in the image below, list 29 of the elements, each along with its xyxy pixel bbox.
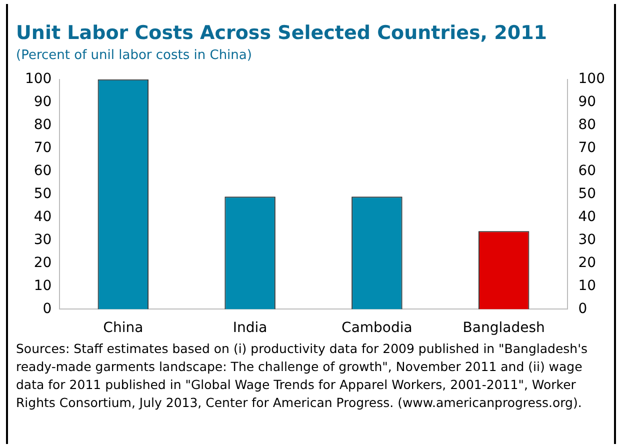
y-tick-label: 60 <box>34 162 52 179</box>
y2-tick-label: 100 <box>578 71 606 88</box>
y2-tick-label: 40 <box>578 208 596 225</box>
y2-tick-label: 70 <box>578 140 596 156</box>
y2-tick-label: 80 <box>578 117 596 133</box>
x-tick-label: India <box>232 320 268 336</box>
y2-tick-label: 50 <box>578 186 596 202</box>
y2-tick-label: 30 <box>578 232 596 248</box>
y-tick-label: 100 <box>24 71 52 88</box>
y-tick-label: 50 <box>34 186 52 202</box>
y2-tick-label: 0 <box>578 300 588 317</box>
y-tick-label: 90 <box>34 94 52 110</box>
x-tick-label: Bangladesh <box>462 320 545 336</box>
y-tick-label: 80 <box>34 117 52 133</box>
y2-tick-label: 10 <box>578 278 596 294</box>
y-tick-label: 20 <box>34 254 52 271</box>
chart-title: Unit Labor Costs Across Selected Countries, 2011 <box>16 22 548 44</box>
y-tick-label: 10 <box>34 278 52 294</box>
x-tick-label: China <box>103 320 144 336</box>
y-tick-label: 30 <box>34 232 52 248</box>
y-tick-label: 40 <box>34 208 52 225</box>
y2-tick-label: 20 <box>578 254 596 271</box>
x-tick-label: Cambodia <box>342 320 412 336</box>
y2-tick-label: 90 <box>578 94 596 110</box>
y-tick-label: 0 <box>42 300 52 317</box>
source-note: Sources: Staff estimates based on (i) productivity data for 2009 published in "Bangladesh's ready-made garments landscape: The challenge of growth", November 2011 and (ii) wage data for 2011 published in "Global Wage Trends for Apparel Workers, 2001-2011", Worker Rights Consortium, July 2013, Center for American Progress. (www.americanprogress.org). <box>16 340 589 412</box>
y2-tick-label: 60 <box>578 162 596 179</box>
chart-subtitle: (Percent of unil labor costs in China) <box>16 48 252 63</box>
y-tick-label: 70 <box>34 140 52 156</box>
